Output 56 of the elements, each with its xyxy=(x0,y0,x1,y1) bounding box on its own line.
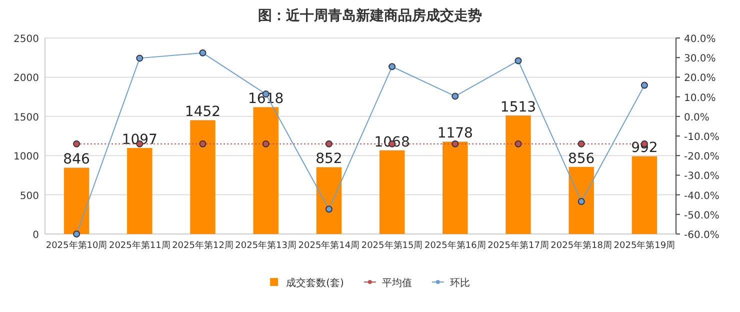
point xyxy=(578,198,585,205)
y2-tick-label: 40.0% xyxy=(684,34,716,45)
y2-tick-label: -60.0% xyxy=(684,230,720,241)
y2-tick-label: -10.0% xyxy=(684,132,720,143)
x-tick-label: 2025年第12周 xyxy=(172,240,234,251)
bar xyxy=(316,167,342,234)
legend-label: 环比 xyxy=(450,277,470,289)
legend-label: 成交套数(套) xyxy=(286,277,344,289)
y2-tick-label: -50.0% xyxy=(684,210,720,222)
x-tick-label: 2025年第10周 xyxy=(46,240,108,251)
point xyxy=(514,57,522,64)
point xyxy=(199,49,206,56)
bar xyxy=(568,166,594,234)
bar xyxy=(190,120,216,234)
point xyxy=(136,54,144,62)
point xyxy=(73,230,80,238)
point xyxy=(325,206,332,213)
x-tick-label: 2025年第11周 xyxy=(108,240,170,251)
data-label: 846 xyxy=(63,152,90,168)
y2-tick-label: -40.0% xyxy=(684,190,720,202)
x-tick-label: 2025年第14周 xyxy=(298,240,360,251)
bar xyxy=(506,115,531,234)
bar xyxy=(442,142,468,234)
bar xyxy=(632,156,658,234)
y-tick-label: 2500 xyxy=(14,34,39,45)
bar xyxy=(64,168,90,234)
point xyxy=(640,82,648,89)
point xyxy=(388,63,396,70)
data-label: 852 xyxy=(316,151,342,168)
y2-tick-label: -30.0% xyxy=(684,171,720,182)
bar xyxy=(253,107,278,234)
data-label: 1452 xyxy=(184,104,221,120)
y2-tick-label: 20.0% xyxy=(684,73,716,84)
x-tick-label: 2025年第18周 xyxy=(550,240,612,251)
x-tick-label: 2025年第13周 xyxy=(235,240,297,251)
legend-label: 平均值 xyxy=(382,277,412,289)
bar xyxy=(127,148,152,234)
point xyxy=(452,92,459,100)
x-tick-label: 2025年第15周 xyxy=(361,240,423,251)
y2-tick-label: 10.0% xyxy=(684,92,716,104)
y2-tick-label: 0.0% xyxy=(684,112,710,124)
y-tick-label: 1000 xyxy=(14,152,39,163)
x-tick-label: 2025年第16周 xyxy=(424,240,486,251)
x-tick-label: 2025年第17周 xyxy=(488,240,549,251)
y2-tick-label: 30.0% xyxy=(684,54,716,65)
y-tick-label: 0 xyxy=(32,230,39,241)
chart-title: 图：近十周青岛新建商品房成交走势 xyxy=(258,7,482,24)
y-tick-label: 500 xyxy=(20,190,39,202)
y2-tick-label: -20.0% xyxy=(684,152,720,163)
bar xyxy=(379,150,405,234)
x-tick-label: 2025年第19周 xyxy=(614,240,676,251)
data-label: 856 xyxy=(568,150,595,167)
y-tick-label: 1500 xyxy=(14,112,39,124)
data-label: 1513 xyxy=(500,99,536,116)
data-label: 1178 xyxy=(437,126,473,142)
y-tick-label: 2000 xyxy=(14,73,39,84)
